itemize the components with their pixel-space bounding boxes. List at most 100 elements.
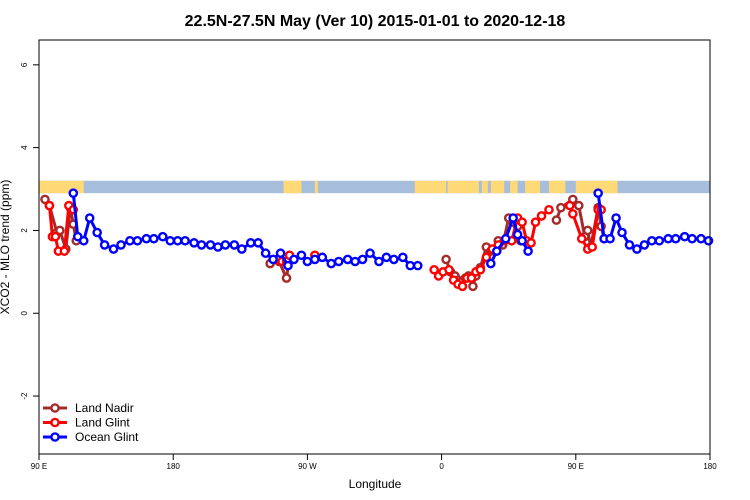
x-tick-label: 90 E xyxy=(31,462,47,471)
data-point xyxy=(556,202,566,213)
data-point xyxy=(68,188,79,198)
series-line-segment xyxy=(62,204,71,253)
data-point xyxy=(260,248,271,259)
x-axis-label: Longitude xyxy=(349,477,402,491)
data-point xyxy=(389,254,399,265)
legend-label: Ocean Glint xyxy=(75,430,139,444)
data-point xyxy=(512,229,523,240)
data-point xyxy=(703,235,714,246)
land-band-segment xyxy=(481,180,488,194)
data-point xyxy=(99,240,110,250)
data-point xyxy=(696,233,706,244)
data-point xyxy=(310,254,320,265)
data-point xyxy=(357,254,368,265)
x-tick-label: 180 xyxy=(167,462,181,471)
data-point xyxy=(125,235,135,246)
data-point xyxy=(412,260,423,271)
data-point xyxy=(500,233,511,244)
data-point xyxy=(365,248,375,259)
data-point xyxy=(84,213,95,223)
x-axis: 90 E 180 90 W 0 90 E 180 xyxy=(31,454,717,471)
data-point xyxy=(165,235,176,246)
x-tick-label: 90 E xyxy=(568,462,584,471)
x-tick-label: 180 xyxy=(703,462,717,471)
legend-label: Land Nadir xyxy=(75,401,134,415)
data-point xyxy=(632,244,642,254)
land-band-segment xyxy=(447,180,479,194)
x-tick-label: 90 W xyxy=(298,462,317,471)
land-band-segment xyxy=(575,180,618,194)
data-point xyxy=(275,248,286,259)
data-point xyxy=(679,231,690,242)
data-point xyxy=(92,227,102,238)
y-tick-label: 4 xyxy=(20,145,29,150)
data-point xyxy=(302,256,313,267)
series-line-segment xyxy=(596,191,606,241)
data-point xyxy=(281,273,292,283)
land-band-segment xyxy=(510,180,518,194)
legend-item: Land Nadir xyxy=(43,401,134,415)
data-point xyxy=(517,217,527,227)
data-point xyxy=(441,254,451,265)
data-point xyxy=(617,227,627,238)
data-point xyxy=(475,264,486,275)
data-point xyxy=(466,273,477,283)
data-point xyxy=(253,238,263,248)
series-ocean-glint xyxy=(68,188,714,271)
data-point xyxy=(639,240,650,250)
data-point xyxy=(326,258,337,269)
data-point xyxy=(245,238,256,248)
y-axis-label: XCO2 - MLO trend (ppm) xyxy=(0,180,12,315)
land-band-segment xyxy=(314,180,318,194)
data-point xyxy=(457,281,468,292)
data-point xyxy=(611,213,621,223)
data-point xyxy=(342,254,353,265)
data-point xyxy=(573,200,584,211)
legend-swatch-marker xyxy=(50,432,60,442)
data-point xyxy=(350,256,360,267)
legend-swatch-marker xyxy=(50,417,60,428)
data-point xyxy=(381,252,392,263)
data-point xyxy=(196,240,207,250)
data-point xyxy=(663,233,674,244)
legend-item: Ocean Glint xyxy=(43,430,139,444)
data-point xyxy=(180,235,190,246)
data-point xyxy=(544,204,554,215)
data-point xyxy=(55,225,65,236)
data-point xyxy=(582,225,593,236)
data-point xyxy=(468,281,478,292)
data-point xyxy=(333,256,344,267)
data-point xyxy=(44,200,55,211)
y-tick-label: 0 xyxy=(20,310,29,315)
data-point xyxy=(189,238,199,248)
data-point xyxy=(268,254,278,265)
plot-frame xyxy=(38,39,711,455)
data-point xyxy=(536,211,547,221)
data-point xyxy=(444,264,454,275)
land-band-segment xyxy=(283,180,302,194)
data-point xyxy=(486,258,496,269)
legend-swatch-marker xyxy=(50,403,60,413)
series-line-segment xyxy=(590,208,600,249)
data-point xyxy=(593,188,603,198)
data-point xyxy=(405,260,416,271)
data-point xyxy=(526,238,536,248)
series-layer xyxy=(40,188,714,292)
data-point xyxy=(283,260,293,271)
y-tick-label: -2 xyxy=(20,392,29,400)
data-point xyxy=(205,240,216,250)
y-tick-label: 2 xyxy=(20,228,29,233)
data-point xyxy=(670,233,681,244)
data-point xyxy=(517,235,527,246)
data-point xyxy=(132,235,143,246)
data-point xyxy=(220,240,231,250)
data-point xyxy=(141,233,152,244)
ocean-band xyxy=(39,180,710,194)
data-point xyxy=(551,215,562,225)
land-ocean-band xyxy=(39,180,710,194)
land-band-segment xyxy=(537,180,541,194)
x-tick-label: 0 xyxy=(439,462,444,471)
data-point xyxy=(508,213,518,223)
data-point xyxy=(116,240,126,250)
